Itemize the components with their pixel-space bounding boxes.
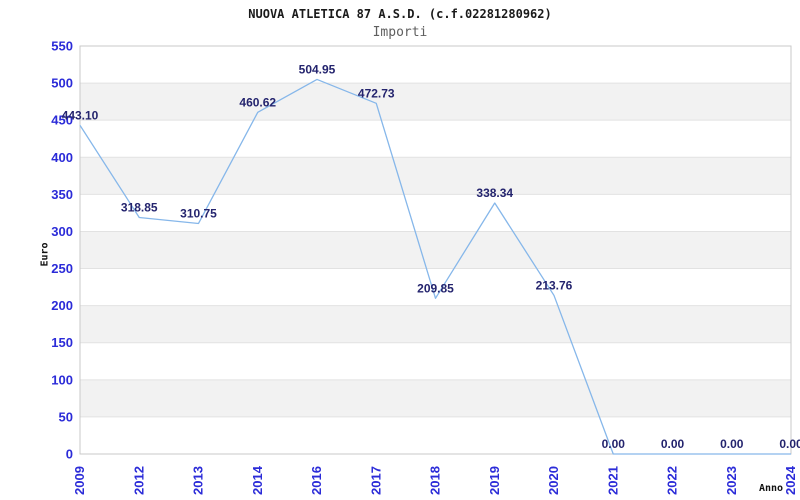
y-tick-label: 50 <box>59 409 73 424</box>
data-point-label: 0.00 <box>661 437 685 451</box>
plot-border <box>79 45 792 455</box>
y-tick-label: 450 <box>51 113 73 128</box>
chart-title: NUOVA ATLETICA 87 A.S.D. (c.f.0228128096… <box>248 7 552 21</box>
y-tick-label: 300 <box>51 224 73 239</box>
data-point-label: 460.62 <box>239 95 276 109</box>
x-tick-label: 2016 <box>309 466 324 495</box>
y-tick-label: 250 <box>51 261 73 276</box>
y-tick-label: 400 <box>51 150 73 165</box>
data-point-label: 0.00 <box>779 437 800 451</box>
y-tick-label: 550 <box>51 39 73 54</box>
data-point-label: 209.85 <box>417 281 454 295</box>
plot-band <box>80 379 791 417</box>
x-tick-label: 2018 <box>428 466 443 495</box>
data-line <box>79 78 791 455</box>
data-point-label: 0.00 <box>720 437 744 451</box>
x-tick-label: 2012 <box>131 466 146 495</box>
data-point-label: 472.73 <box>358 86 395 100</box>
x-tick-label: 2021 <box>605 466 620 495</box>
chart-subtitle: Importi <box>372 25 428 40</box>
y-tick-label: 500 <box>51 76 73 91</box>
plot-band <box>80 83 791 121</box>
x-tick-label: 2023 <box>724 466 739 495</box>
data-point-label: 318.85 <box>121 200 158 214</box>
x-tick-label: 2009 <box>72 466 87 495</box>
data-point-label: 443.10 <box>62 108 99 122</box>
x-tick-label: 2024 <box>783 465 798 495</box>
x-axis-title: Anno <box>759 483 784 494</box>
data-point-label: 338.34 <box>476 186 513 200</box>
x-tick-label: 2013 <box>191 466 206 495</box>
plot-band <box>80 157 791 195</box>
y-tick-label: 100 <box>51 372 73 387</box>
data-point-label: 213.76 <box>536 278 573 292</box>
plot-band <box>80 231 791 269</box>
data-point-label: 310.75 <box>180 206 217 220</box>
x-tick-label: 2020 <box>546 466 561 495</box>
data-point-label: 0.00 <box>602 437 626 451</box>
x-tick-label: 2014 <box>250 465 265 495</box>
x-tick-label: 2019 <box>487 466 502 495</box>
y-tick-label: 350 <box>51 187 73 202</box>
x-tick-label: 2017 <box>368 466 383 495</box>
y-axis-title: Euro <box>39 242 51 267</box>
data-point-label: 504.95 <box>299 62 336 76</box>
plot-band <box>80 305 791 343</box>
y-tick-label: 150 <box>51 335 73 350</box>
y-tick-label: 200 <box>51 298 73 313</box>
x-tick-label: 2022 <box>665 466 680 495</box>
y-tick-label: 0 <box>66 447 73 462</box>
